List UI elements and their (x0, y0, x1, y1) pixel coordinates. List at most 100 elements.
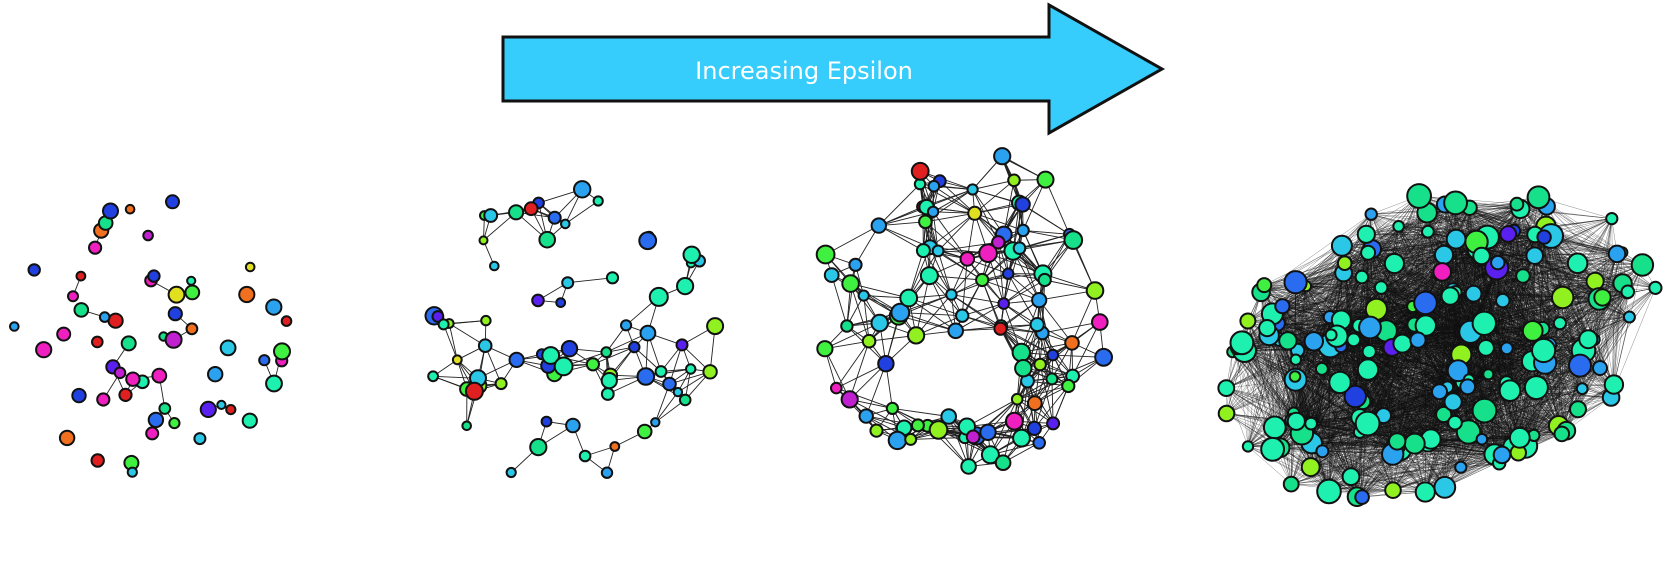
graph-node (997, 297, 1011, 310)
graph-node (541, 346, 561, 365)
graph-node (980, 445, 1000, 465)
graph-node (926, 205, 940, 219)
graph-edge (878, 183, 921, 226)
graph-node (185, 322, 199, 336)
graph-edge (974, 212, 1024, 231)
graph-edge (1038, 299, 1073, 344)
graph-node (125, 371, 141, 387)
graph-edge (948, 416, 970, 467)
graph-edge (1007, 273, 1038, 325)
graph-panel-3 (815, 147, 1113, 475)
graph-node (1064, 335, 1080, 351)
graph-node (147, 269, 161, 283)
graph-node (480, 314, 492, 327)
graph-node (489, 260, 500, 272)
graph-edge (937, 250, 952, 295)
graph-node (830, 381, 843, 395)
graph-node (959, 251, 976, 267)
graph-node (877, 355, 895, 373)
graph-node (508, 351, 525, 368)
graph-node (945, 288, 958, 301)
graph-edge (1003, 279, 1045, 304)
graph-edge (1045, 179, 1070, 235)
graph-edge (831, 274, 848, 327)
graph-node (931, 244, 945, 258)
graph-edge (937, 250, 983, 281)
graph-edge (836, 363, 887, 389)
graph-edge (937, 212, 976, 252)
graph-node (870, 217, 887, 234)
graph-node (857, 289, 870, 302)
graph-edge (825, 225, 880, 255)
graph-node (265, 374, 283, 393)
graph-node (483, 208, 499, 223)
graph-node (553, 356, 574, 377)
graph-node (461, 420, 473, 432)
graph-edge (1034, 354, 1054, 404)
graph-panel-2 (424, 180, 725, 479)
graph-edge (951, 294, 1001, 330)
graph-edge (892, 407, 949, 417)
graph-edge (1022, 179, 1046, 231)
graph-node (605, 271, 620, 285)
graph-node (955, 308, 970, 323)
graph-node (151, 367, 168, 384)
graph-node (639, 324, 657, 342)
graph-node (1010, 392, 1024, 406)
graph-edge (1226, 387, 1273, 450)
graph-edge (865, 363, 887, 417)
graph-node (573, 180, 592, 199)
graph-node (585, 357, 601, 372)
graph-node (427, 370, 440, 383)
graph-edge (878, 225, 924, 251)
graph-edge (448, 323, 458, 360)
graph-node (244, 261, 256, 273)
graph-node (706, 317, 725, 336)
graph-edge (972, 189, 999, 243)
graph-panel-4 (1217, 183, 1663, 508)
graph-edge (1019, 233, 1070, 249)
graph-node (682, 245, 701, 265)
graph-node (102, 202, 119, 220)
graph-node (529, 438, 548, 457)
graph-edge (443, 324, 458, 360)
graph-node (702, 364, 718, 380)
graph-node (1036, 170, 1055, 189)
graph-node (840, 390, 859, 409)
graph-edge (929, 212, 975, 248)
graph-edge (824, 322, 880, 350)
graph-node (207, 366, 224, 383)
graph-node (993, 147, 1012, 166)
graph-node (654, 365, 668, 378)
graph-edge (962, 303, 1004, 317)
graph-edge (1017, 375, 1073, 400)
arrow-label: Increasing Epsilon (695, 57, 913, 85)
graph-edge (951, 294, 1004, 305)
graph-edge (1392, 453, 1500, 464)
graph-node (965, 429, 981, 445)
graph-node (1012, 241, 1027, 255)
graph-node (67, 290, 79, 303)
graph-node (675, 338, 689, 352)
graph-node (118, 387, 133, 402)
graph-node (899, 288, 919, 308)
graph-node (167, 306, 183, 322)
increasing-epsilon-arrow: Increasing Epsilon (501, 2, 1166, 136)
graph-node (280, 315, 293, 327)
graph-node (841, 274, 860, 293)
graph-edge (1544, 287, 1656, 363)
graph-node (915, 243, 931, 259)
graph-edge (928, 275, 957, 331)
graph-node (994, 454, 1012, 472)
graph-edge (955, 303, 1004, 332)
graph-node (142, 229, 154, 242)
graph-node (1091, 313, 1109, 331)
graph-edge (932, 189, 973, 213)
graph-node (464, 381, 484, 401)
graph-node (186, 275, 197, 286)
graph-node (885, 401, 900, 415)
graph-node (600, 387, 615, 401)
graph-node (1031, 292, 1048, 309)
graph-edge (1071, 290, 1096, 344)
graph-node (1046, 348, 1060, 362)
